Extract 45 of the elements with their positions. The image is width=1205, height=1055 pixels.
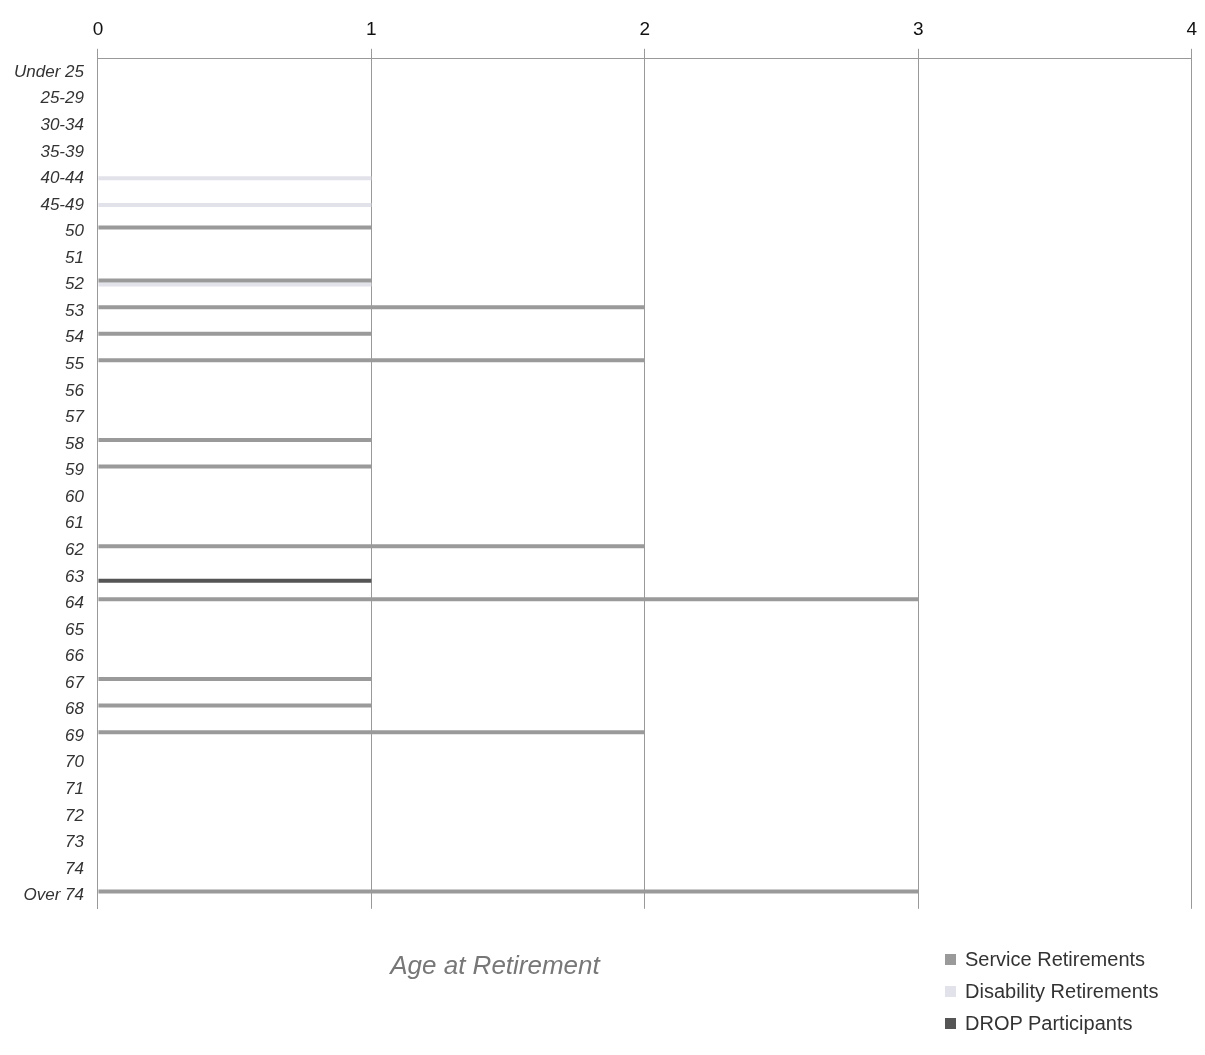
y-tick-label: 72: [65, 805, 85, 825]
y-tick-label: 40-44: [40, 168, 84, 188]
y-tick-label: 62: [65, 539, 85, 559]
x-tick-label: 3: [912, 17, 924, 39]
y-tick-label: 63: [65, 566, 85, 586]
bar: [98, 578, 372, 583]
y-tick-label: 30-34: [40, 114, 84, 134]
y-tick-label: 66: [65, 646, 85, 666]
y-tick-label: 67: [65, 672, 85, 692]
y-tick-label: 70: [65, 752, 85, 772]
y-tick-label: 68: [65, 699, 85, 719]
legend-label: Disability Retirements: [965, 980, 1159, 1003]
y-tick-label: 59: [65, 460, 85, 480]
y-tick-label: 64: [65, 593, 84, 613]
y-tick-label: 52: [65, 274, 85, 294]
bar: [98, 202, 372, 207]
y-tick-label: 61: [65, 513, 84, 533]
legend-label: Service Retirements: [965, 948, 1146, 971]
y-tick-label: 73: [65, 832, 85, 852]
y-tick-label: 25-29: [39, 88, 85, 108]
y-tick-label: 56: [65, 380, 85, 400]
y-tick-label: 54: [65, 327, 84, 347]
y-tick-label: 57: [65, 407, 85, 427]
y-tick-label: 60: [65, 486, 85, 506]
bar: [98, 176, 372, 181]
x-tick-label: 0: [92, 17, 104, 39]
bar: [98, 282, 372, 287]
y-tick-label: 69: [65, 725, 85, 745]
y-tick-label: 74: [65, 858, 84, 878]
y-tick-label: 65: [65, 619, 85, 639]
x-tick-label: 2: [639, 17, 651, 39]
y-tick-label: 55: [65, 354, 85, 373]
x-tick-label: 4: [1186, 17, 1198, 39]
x-tick-label: 1: [366, 17, 377, 39]
y-tick-label: Over 74: [23, 885, 84, 905]
y-tick-label: 53: [65, 300, 85, 320]
y-tick-label: 71: [65, 779, 84, 798]
y-tick-label: 35-39: [40, 141, 85, 161]
y-tick-label: 45-49: [40, 194, 85, 214]
legend-label: DROP Participants: [965, 1012, 1133, 1035]
x-axis-title: Age at Retirement: [388, 950, 602, 981]
y-tick-label: 51: [65, 247, 84, 267]
y-tick-label: 58: [65, 433, 85, 453]
y-tick-label: Under 25: [14, 61, 85, 81]
y-tick-label: 50: [65, 221, 85, 241]
